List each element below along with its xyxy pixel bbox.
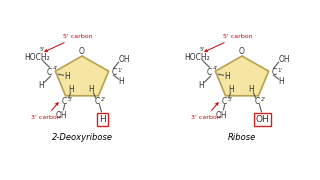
Text: H: H	[279, 77, 284, 86]
Polygon shape	[215, 56, 268, 96]
Text: 2-Deoxyribose: 2-Deoxyribose	[52, 134, 113, 143]
Text: 5': 5'	[40, 47, 45, 52]
Text: H: H	[249, 85, 254, 94]
Text: 3' carbon: 3' carbon	[190, 103, 220, 120]
Text: H: H	[225, 72, 230, 81]
Text: HOCH₂: HOCH₂	[25, 53, 50, 62]
Text: OH: OH	[216, 111, 227, 120]
Text: O: O	[79, 46, 85, 55]
Text: H: H	[69, 85, 75, 94]
Text: 5' carbon: 5' carbon	[205, 34, 253, 52]
Text: C: C	[207, 68, 212, 77]
Text: HOCH₂: HOCH₂	[185, 53, 210, 62]
Text: 2': 2'	[101, 97, 106, 102]
Text: C: C	[95, 97, 100, 106]
Text: C: C	[272, 68, 277, 77]
Text: H: H	[119, 77, 124, 86]
Text: Ribose: Ribose	[228, 134, 256, 143]
Text: OH: OH	[256, 115, 269, 124]
Text: 1': 1'	[278, 68, 283, 73]
Text: C: C	[112, 68, 117, 77]
Text: 3': 3'	[228, 97, 233, 102]
Text: H: H	[65, 72, 70, 81]
Text: C: C	[62, 97, 67, 106]
Text: 2': 2'	[261, 97, 266, 102]
Text: 3': 3'	[68, 97, 73, 102]
Text: C: C	[255, 97, 260, 106]
Text: H: H	[229, 85, 235, 94]
Text: 3' carbon: 3' carbon	[30, 103, 60, 120]
Text: 5': 5'	[200, 47, 205, 52]
Text: OH: OH	[119, 55, 130, 64]
Text: O: O	[239, 46, 245, 55]
Text: H: H	[89, 85, 94, 94]
Polygon shape	[55, 56, 108, 96]
Text: 4': 4'	[52, 66, 57, 71]
Text: H: H	[99, 115, 106, 124]
Text: 1': 1'	[118, 68, 123, 73]
Text: H: H	[198, 81, 204, 90]
Text: C: C	[222, 97, 227, 106]
Text: 4': 4'	[212, 66, 217, 71]
Text: 5' carbon: 5' carbon	[45, 34, 93, 52]
Text: OH: OH	[56, 111, 67, 120]
Text: C: C	[47, 68, 52, 77]
Text: H: H	[38, 81, 44, 90]
Text: OH: OH	[279, 55, 290, 64]
